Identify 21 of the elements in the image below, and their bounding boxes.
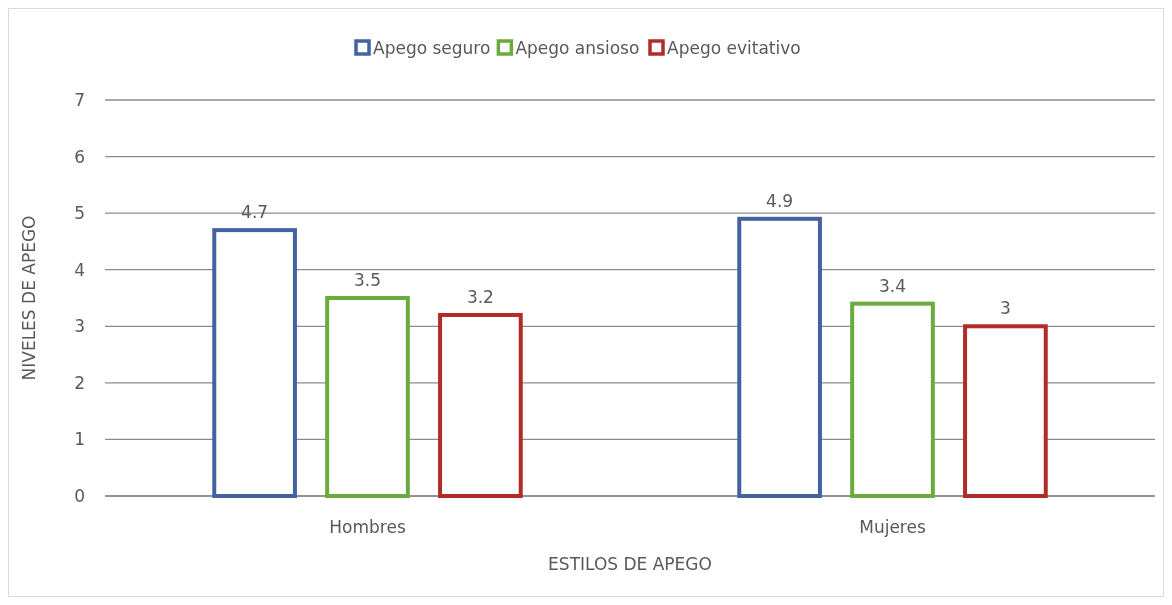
y-tick-label: 4 — [74, 259, 85, 280]
legend-label: Apego ansioso — [515, 37, 640, 58]
data-label: 4.9 — [766, 190, 794, 211]
data-label: 3.2 — [466, 286, 494, 307]
y-tick-label: 3 — [74, 316, 85, 337]
y-tick-label: 0 — [74, 485, 85, 506]
legend-label: Apego evitativo — [667, 37, 801, 58]
data-label: 3.5 — [353, 270, 382, 290]
data-label: 4.7 — [241, 202, 269, 223]
x-axis-title: ESTILOS DE APEGO — [548, 554, 712, 574]
y-tick-label: 6 — [74, 146, 85, 167]
data-label: 3.4 — [878, 275, 907, 296]
y-tick-label: 2 — [74, 372, 85, 393]
y-tick-label: 1 — [74, 429, 85, 450]
y-axis-title: NIVELES DE APEGO — [19, 215, 39, 381]
y-tick-label: 7 — [74, 89, 85, 110]
legend-label: Apego seguro — [373, 37, 491, 58]
data-label: 3 — [999, 298, 1011, 319]
y-tick-label: 5 — [74, 203, 85, 224]
x-tick-label: Mujeres — [859, 517, 926, 537]
x-tick-label: Hombres — [329, 517, 406, 537]
